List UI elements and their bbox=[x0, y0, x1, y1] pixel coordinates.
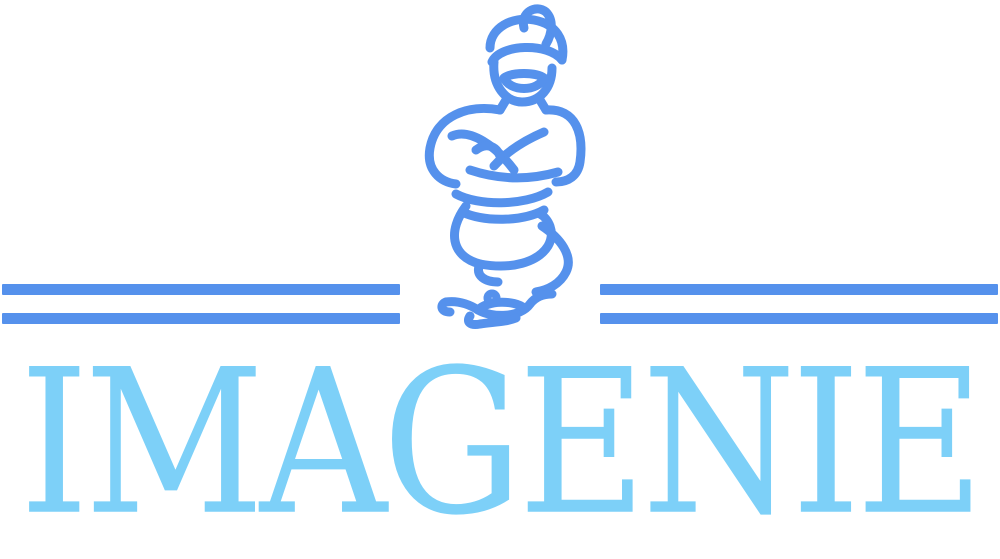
brand-name: IMAGENIE bbox=[19, 325, 985, 559]
right-rule-bottom bbox=[600, 313, 998, 324]
right-rule-top bbox=[600, 284, 998, 295]
wordmark: IMAGENIE bbox=[0, 325, 1000, 559]
left-rule-top bbox=[2, 284, 400, 295]
genie-icon bbox=[415, 0, 590, 330]
left-rule-bottom bbox=[2, 313, 400, 324]
